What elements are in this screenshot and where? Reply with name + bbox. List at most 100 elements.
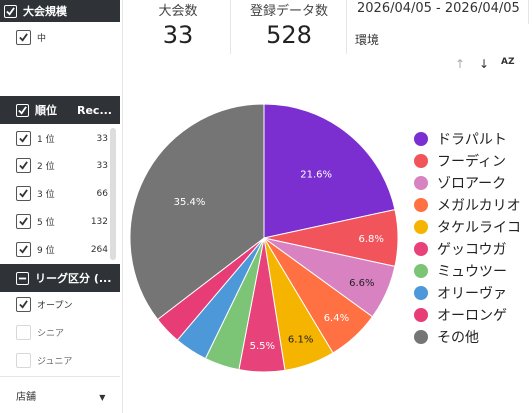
filter-panel: 大会規模 中 順位 Rec... 1 位 33 2 位 33 3 位 66 5 … bbox=[0, 0, 122, 413]
checkbox[interactable] bbox=[16, 325, 31, 340]
scorecard-value: 528 bbox=[266, 21, 312, 49]
dropdown-arrow-icon: ▼ bbox=[99, 393, 106, 402]
league-filter-header[interactable]: リーグ区分 (... bbox=[0, 264, 120, 292]
select-all-checkbox[interactable] bbox=[16, 103, 29, 117]
check-icon bbox=[19, 161, 28, 170]
legend-item[interactable]: オーロンゲ bbox=[414, 304, 521, 326]
league-filter-item[interactable]: オープン bbox=[16, 297, 72, 312]
checkbox[interactable] bbox=[16, 242, 31, 257]
legend-label: ミュウツー bbox=[437, 264, 507, 280]
legend-swatch bbox=[414, 176, 428, 190]
size-filter-header[interactable]: 大会規模 bbox=[0, 0, 120, 22]
check-icon bbox=[19, 134, 28, 143]
legend-label: ゲッコウガ bbox=[437, 242, 507, 258]
legend-item[interactable]: タケルライコ bbox=[414, 216, 521, 238]
rank-count: 33 bbox=[96, 133, 108, 144]
pie-slice[interactable] bbox=[263, 104, 396, 239]
league-filter-item[interactable]: シニア bbox=[16, 325, 64, 340]
rank-count: 33 bbox=[96, 160, 108, 171]
size-filter-item[interactable]: 中 bbox=[16, 30, 46, 45]
legend-label: オーロンゲ bbox=[437, 308, 507, 324]
rank-label: 9 位 bbox=[37, 246, 55, 256]
checkbox[interactable] bbox=[16, 186, 31, 201]
pie-data-label: 6.8% bbox=[358, 234, 383, 245]
check-icon bbox=[19, 217, 28, 226]
league-label: シニア bbox=[37, 329, 65, 339]
rank-count: 132 bbox=[90, 216, 108, 227]
size-filter-item-label: 中 bbox=[37, 34, 47, 44]
checkbox[interactable] bbox=[16, 353, 31, 368]
rank-filter-item[interactable]: 5 位 132 bbox=[16, 214, 108, 229]
scorecard-label: 大会数 bbox=[158, 4, 198, 19]
rank-filter-column: Rec... bbox=[77, 103, 112, 117]
rank-filter-item[interactable]: 9 位 264 bbox=[16, 242, 108, 257]
legend-label: その他 bbox=[437, 330, 479, 346]
check-icon bbox=[19, 189, 28, 198]
date-range-picker[interactable]: 2026/04/05 - 2026/04/05 bbox=[357, 1, 520, 16]
legend-label: タケルライコ bbox=[437, 220, 521, 236]
checkbox[interactable] bbox=[16, 131, 31, 146]
card-divider bbox=[230, 0, 231, 54]
legend-item[interactable]: ゾロアーク bbox=[414, 172, 521, 194]
rank-filter-header[interactable]: 順位 Rec... bbox=[0, 96, 120, 124]
store-dropdown[interactable]: 店舗 ▼ bbox=[16, 388, 105, 403]
chart-legend: ドラパルトフーディンゾロアークメガルカリオ タケルライコ ゲッコウガミュウツーオリー… bbox=[414, 128, 521, 348]
legend-item[interactable]: ドラパルト bbox=[414, 128, 521, 150]
divider bbox=[528, 0, 529, 24]
league-filter-item[interactable]: ジュニア bbox=[16, 353, 72, 368]
env-filter[interactable]: 環境 bbox=[355, 33, 380, 47]
rank-label: 1 位 bbox=[37, 135, 55, 145]
checkbox[interactable] bbox=[16, 30, 31, 45]
legend-item[interactable]: メガルカリオ bbox=[414, 194, 521, 216]
scorecard-label: 登録データ数 bbox=[249, 4, 328, 19]
legend-swatch bbox=[414, 286, 428, 300]
pie-data-label: 35.4% bbox=[174, 197, 206, 208]
store-dropdown-label: 店舗 bbox=[16, 392, 36, 403]
sort-descending-icon[interactable]: ↓ bbox=[479, 57, 490, 71]
rank-filter-item[interactable]: 2 位 33 bbox=[16, 158, 108, 173]
pie-data-label: 6.4% bbox=[324, 313, 349, 324]
pie-data-label: 6.6% bbox=[349, 278, 374, 289]
select-all-checkbox[interactable] bbox=[16, 271, 29, 285]
legend-swatch bbox=[414, 308, 428, 322]
rank-label: 5 位 bbox=[37, 218, 55, 228]
checkbox[interactable] bbox=[16, 158, 31, 173]
legend-item[interactable]: フーディン bbox=[414, 150, 521, 172]
league-label: オープン bbox=[37, 301, 73, 311]
legend-swatch bbox=[414, 264, 428, 278]
select-all-checkbox[interactable] bbox=[4, 4, 17, 18]
league-label: ジュニア bbox=[37, 357, 73, 367]
rank-filter-item[interactable]: 1 位 33 bbox=[16, 131, 108, 146]
legend-swatch bbox=[414, 242, 428, 256]
check-icon bbox=[19, 245, 28, 254]
panel-divider bbox=[122, 0, 123, 413]
sort-alphabetical-icon[interactable]: AZ bbox=[501, 57, 515, 67]
check-icon bbox=[6, 6, 15, 16]
rank-filter-item[interactable]: 3 位 66 bbox=[16, 186, 108, 201]
pie-data-label: 5.5% bbox=[250, 341, 275, 352]
legend-label: フーディン bbox=[437, 154, 507, 170]
legend-label: メガルカリオ bbox=[437, 198, 521, 214]
rank-count: 264 bbox=[90, 244, 108, 255]
checkbox[interactable] bbox=[16, 297, 31, 312]
league-filter-title: リーグ区分 (... bbox=[35, 272, 112, 285]
scorecard-records: 登録データ数 528 bbox=[236, 0, 342, 49]
rank-filter-title: 順位 bbox=[35, 104, 57, 117]
legend-item[interactable]: その他 bbox=[414, 326, 521, 348]
pie-data-label: 21.6% bbox=[300, 169, 332, 180]
pie-slice[interactable] bbox=[129, 104, 265, 321]
check-icon bbox=[18, 105, 27, 115]
card-divider bbox=[346, 0, 347, 54]
legend-swatch bbox=[414, 330, 428, 344]
rank-label: 2 位 bbox=[37, 162, 55, 172]
divider bbox=[0, 376, 120, 377]
checkbox[interactable] bbox=[16, 214, 31, 229]
pie-data-label: 6.1% bbox=[288, 335, 313, 346]
legend-swatch bbox=[414, 220, 428, 234]
minus-icon bbox=[18, 277, 27, 279]
sort-ascending-icon[interactable]: ↑ bbox=[455, 57, 466, 71]
legend-item[interactable]: オリーヴァ bbox=[414, 282, 521, 304]
legend-item[interactable]: ゲッコウガ bbox=[414, 238, 521, 260]
scrollbar[interactable] bbox=[110, 128, 116, 260]
legend-item[interactable]: ミュウツー bbox=[414, 260, 521, 282]
